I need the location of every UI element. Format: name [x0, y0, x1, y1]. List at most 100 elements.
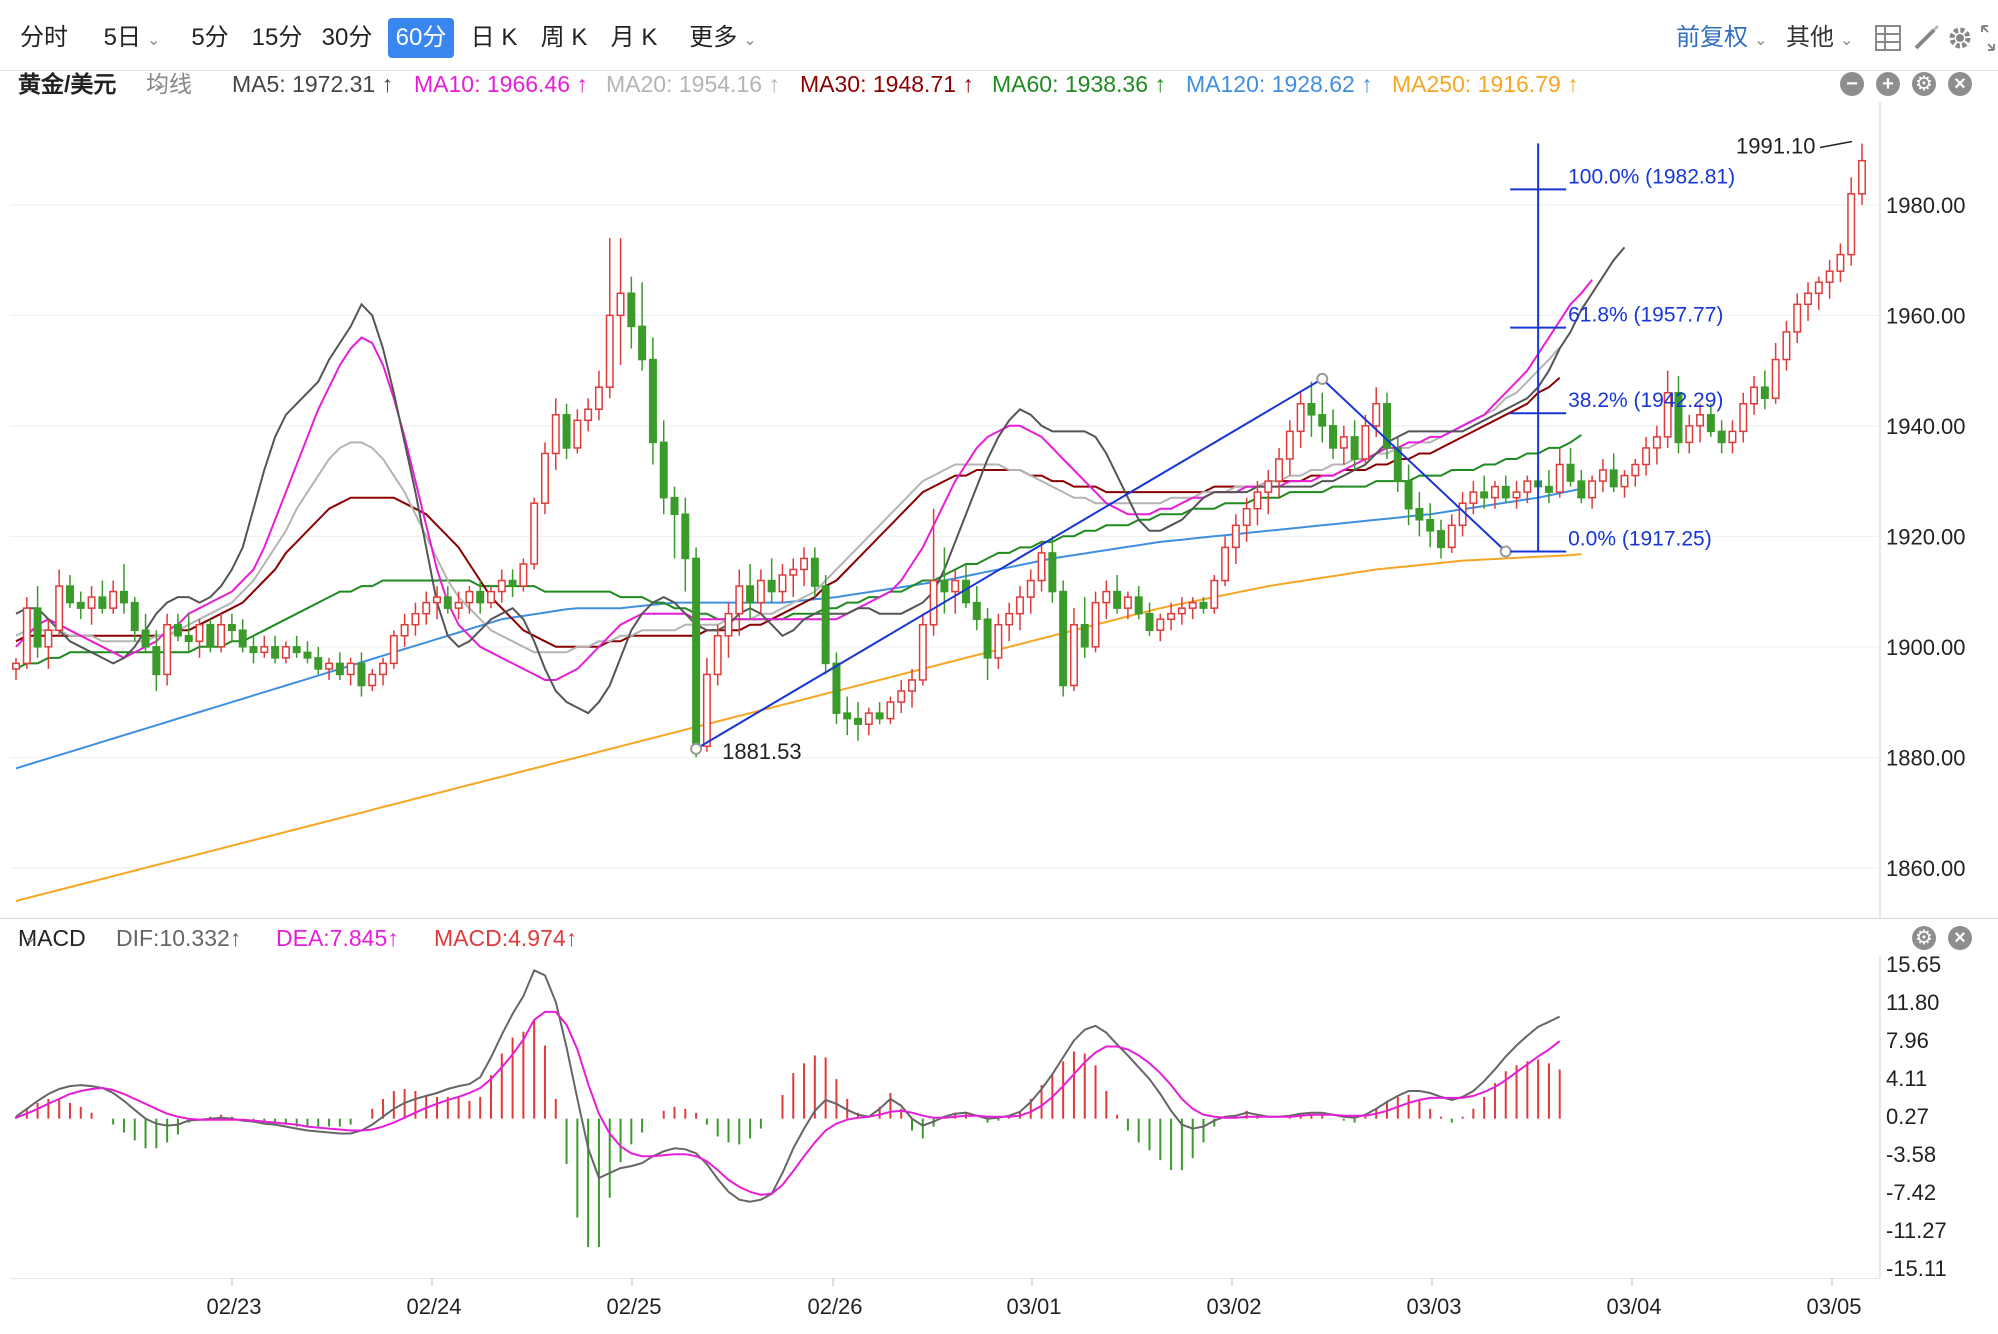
candle-body	[281, 646, 290, 659]
candle-body	[724, 612, 733, 637]
candle-body	[530, 502, 539, 565]
tab-30min[interactable]: 30分	[321, 24, 373, 51]
dif-line	[15, 969, 1561, 1203]
candle-body	[1361, 425, 1370, 460]
macd-tick-label: -15.11	[1886, 1256, 1947, 1278]
candle-body	[908, 679, 917, 692]
tab-weekly[interactable]: 周 K	[540, 24, 588, 51]
macd-tick-label: 7.96	[1886, 1028, 1929, 1053]
candle-body	[605, 314, 614, 388]
candle-body	[638, 325, 647, 361]
candle-body	[1199, 601, 1208, 609]
candle-body	[487, 590, 495, 604]
candle-body	[562, 414, 571, 449]
macd-settings-icon[interactable]: ⚙	[1912, 926, 1936, 950]
candle-body	[65, 585, 74, 604]
candle-body	[379, 662, 388, 676]
candle-body	[98, 596, 107, 609]
candle-body	[1026, 579, 1035, 598]
tab-more[interactable]: 更多 ⌄	[689, 24, 757, 51]
candle-body	[1318, 414, 1327, 427]
dea-value: DEA:7.845↑	[276, 925, 399, 951]
plot-background	[0, 102, 1998, 918]
tab-intraday[interactable]: 分时	[20, 24, 68, 51]
indicator-settings-icon[interactable]: ⚙	[1912, 72, 1936, 96]
ma30-value: MA30: 1948.71 ↑	[800, 71, 974, 97]
candle-body	[594, 386, 603, 411]
candle-body	[389, 635, 398, 665]
ma5-value: MA5: 1972.31 ↑	[232, 71, 394, 97]
add-indicator-icon[interactable]: +	[1876, 72, 1900, 96]
candle-body	[1717, 430, 1726, 444]
candle-body	[1296, 402, 1305, 433]
candle-body	[1372, 402, 1381, 427]
price-chart[interactable]: 1980.00 1960.00 1940.00 1920.00 1900.00 1880.…	[0, 102, 1998, 918]
draw-pen-icon[interactable]	[1912, 24, 1940, 52]
candle-body	[249, 646, 258, 654]
date-axis: 02/23 02/24 02/25 02/26 03/01 03/02 03/03 03/04…	[10, 1278, 1880, 1319]
tab-60min[interactable]: 60分	[388, 18, 454, 58]
tab-15min[interactable]: 15分	[251, 24, 303, 51]
candle-body	[1825, 270, 1834, 283]
candle-body	[271, 646, 280, 659]
settings-gear-icon[interactable]	[1946, 24, 1974, 52]
candle-body	[1404, 480, 1413, 510]
grid-layout-icon[interactable]	[1874, 24, 1902, 52]
symbol-name: 黄金/美元	[18, 71, 117, 97]
candle-body	[789, 568, 798, 576]
macd-chart[interactable]: 15.65 11.80 7.96 4.11 0.27 -3.58 -7.42 -11.27 -1…	[0, 956, 1998, 1278]
candle-body	[983, 618, 992, 659]
candle-body	[119, 590, 128, 604]
candle-body	[1782, 331, 1791, 361]
candle-body	[238, 629, 247, 648]
candle-body	[76, 601, 85, 609]
close-icon[interactable]: ×	[1948, 72, 1972, 96]
price-tick-label: 1960.00	[1886, 303, 1966, 328]
candle-body	[584, 408, 593, 422]
candle-body	[87, 596, 96, 609]
date-label: 03/02	[1206, 1294, 1261, 1319]
candle-body	[702, 673, 711, 748]
ma10-value: MA10: 1966.46 ↑	[414, 71, 588, 97]
other-dropdown[interactable]: 其他 ⌄	[1786, 24, 1854, 51]
fullscreen-icon[interactable]	[1980, 24, 1996, 52]
candle-body	[1566, 463, 1575, 482]
candle-body	[1350, 436, 1359, 460]
candle-body	[411, 612, 420, 626]
candle-body	[897, 690, 906, 703]
candle-body	[1598, 469, 1607, 482]
candle-body	[109, 590, 118, 609]
candle-body	[1393, 447, 1402, 482]
candle-body	[551, 414, 560, 455]
candle-body	[476, 590, 485, 604]
macd-close-icon[interactable]: ×	[1948, 926, 1972, 950]
price-tick-label: 1940.00	[1886, 414, 1966, 439]
date-label: 02/25	[606, 1294, 661, 1319]
date-label: 03/05	[1806, 1294, 1861, 1319]
candle-body	[1426, 519, 1435, 532]
candle-body	[843, 712, 852, 720]
tab-monthly[interactable]: 月 K	[610, 24, 658, 51]
candle-body	[1188, 601, 1197, 609]
collapse-icon[interactable]: −	[1840, 72, 1864, 96]
candle-body	[173, 623, 182, 637]
ma-indicator-bar: 黄金/美元 均线 ⌄ MA5: 1972.31 ↑ MA10: 1966.46 …	[0, 66, 1998, 102]
price-tick-label: 1900.00	[1886, 635, 1966, 660]
adjust-dropdown[interactable]: 前复权 ⌄	[1676, 24, 1768, 51]
candle-body	[854, 717, 863, 725]
candle-body	[55, 585, 64, 632]
candle-body	[1307, 402, 1316, 416]
candle-body	[1728, 430, 1737, 444]
tab-5min[interactable]: 5分	[191, 24, 229, 51]
date-label: 03/01	[1006, 1294, 1061, 1319]
candle-body	[1102, 590, 1111, 604]
candle-body	[141, 629, 150, 648]
candle-body	[1674, 391, 1683, 444]
macd-indicator-bar: MACD ⌄ DIF:10.332↑ DEA:7.845↑ MACD:4.974…	[0, 918, 1998, 957]
chevron-down-icon: ⌄	[743, 32, 757, 49]
tab-5day[interactable]: 5日 ⌄	[103, 24, 161, 51]
candle-body	[130, 601, 139, 632]
tab-daily[interactable]: 日 K	[470, 24, 518, 51]
candle-body	[1739, 402, 1748, 433]
candle-body	[1167, 612, 1176, 620]
